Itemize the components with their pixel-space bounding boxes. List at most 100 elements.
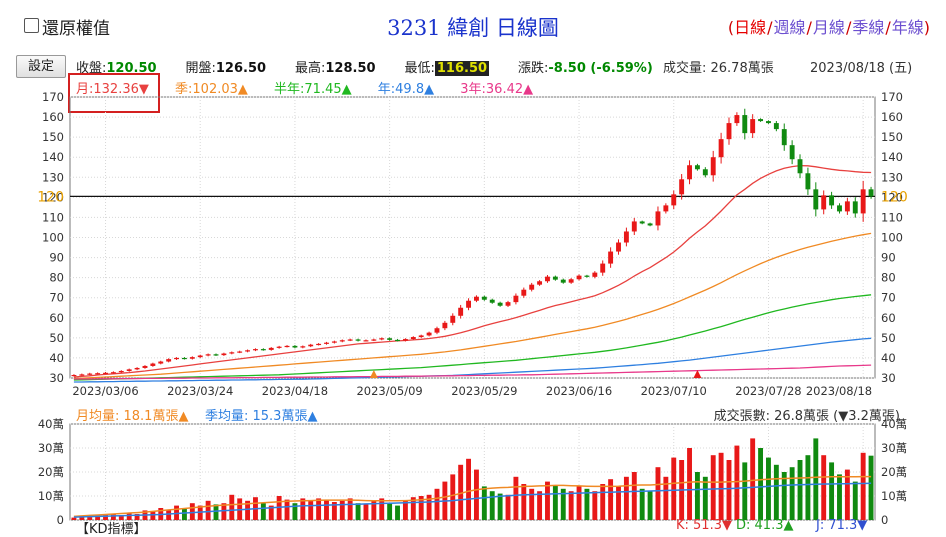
candle-body bbox=[481, 296, 487, 300]
candle-body bbox=[679, 179, 685, 195]
volume-bar bbox=[410, 497, 416, 520]
candle-body bbox=[363, 340, 369, 342]
volume-bar bbox=[829, 462, 835, 520]
change-value: -8.50 (-6.59%) bbox=[548, 61, 653, 76]
volume-bar bbox=[631, 472, 637, 520]
volume-bar bbox=[229, 494, 235, 520]
candle-body bbox=[742, 115, 748, 134]
candle-body bbox=[174, 357, 179, 360]
candle-body bbox=[434, 328, 440, 333]
candle-body bbox=[284, 345, 290, 348]
restore-rights-checkbox[interactable] bbox=[24, 18, 39, 33]
ma-legend-half-year: 半年:71.45▲ bbox=[274, 82, 352, 97]
candle-body bbox=[766, 121, 771, 124]
ma-line bbox=[73, 337, 872, 383]
candle-body bbox=[505, 302, 511, 306]
candle-body bbox=[663, 205, 669, 212]
settings-button[interactable]: 設定 bbox=[16, 55, 66, 78]
period-quarterly-link[interactable]: 季線 bbox=[852, 18, 885, 37]
candle-body bbox=[821, 195, 827, 210]
paren-close: ) bbox=[923, 18, 930, 37]
quarter-ma-marker-icon bbox=[369, 370, 378, 378]
volume-bar bbox=[150, 511, 156, 520]
price-tick-label-left: 170 bbox=[42, 90, 64, 104]
candle-body bbox=[702, 169, 708, 176]
candle-body bbox=[355, 339, 361, 341]
candle-body bbox=[402, 339, 408, 341]
volume-bar bbox=[245, 500, 251, 520]
volume-bar bbox=[608, 479, 614, 520]
volume-bar bbox=[339, 500, 345, 520]
period-monthly-link[interactable]: 月線 bbox=[812, 18, 845, 37]
volume-bar bbox=[750, 438, 756, 520]
candle-body bbox=[497, 302, 503, 306]
price-tick-label-right: 30 bbox=[881, 371, 896, 385]
price-tick-label-right: 60 bbox=[881, 311, 896, 325]
volume-bar bbox=[95, 515, 101, 520]
volume-bar bbox=[694, 472, 700, 520]
volume-ma-line bbox=[73, 482, 872, 518]
period-nav: (日線/週線/月線/季線/年線) bbox=[728, 14, 930, 38]
volume-bar bbox=[300, 498, 306, 520]
candle-body bbox=[568, 279, 574, 283]
period-separator: / bbox=[767, 18, 773, 37]
ma-legend-3year: 3年:36.42▲ bbox=[460, 82, 534, 97]
price-tick-label-left: 80 bbox=[49, 271, 64, 285]
volume-bar bbox=[766, 457, 771, 520]
candle-body bbox=[221, 353, 227, 356]
volume-bar bbox=[813, 438, 819, 520]
candle-body bbox=[260, 349, 266, 351]
period-yearly-link[interactable]: 年線 bbox=[891, 18, 924, 37]
x-tick-label: 2023/07/10 bbox=[641, 384, 707, 398]
top-bar: 還原權值 3231 緯創 日線圖 (日線/週線/月線/季線/年線) bbox=[0, 0, 946, 50]
high-label: 最高: bbox=[295, 61, 326, 76]
candle-body bbox=[189, 357, 195, 359]
change-label: 漲跌: bbox=[518, 61, 549, 76]
price-tick-label-left: 140 bbox=[42, 150, 64, 164]
volume-bar bbox=[647, 491, 653, 520]
volume-bar bbox=[379, 498, 385, 520]
candle-body bbox=[805, 173, 811, 190]
volume-tick-label-left: 30萬 bbox=[38, 441, 64, 455]
candle-body bbox=[552, 276, 558, 280]
candle-body bbox=[521, 289, 527, 296]
volume-bar bbox=[663, 476, 669, 520]
candle-body bbox=[813, 189, 819, 210]
low-value: 116.50 bbox=[434, 61, 490, 76]
candle-body bbox=[442, 322, 448, 329]
open-value: 126.50 bbox=[215, 61, 267, 76]
current-price-label-right: 120 bbox=[881, 189, 908, 205]
price-tick-label-left: 130 bbox=[42, 170, 64, 184]
volume-bar bbox=[387, 503, 393, 520]
candle-body bbox=[126, 369, 132, 371]
volume-bar bbox=[655, 467, 661, 520]
volume-bar bbox=[213, 504, 219, 520]
period-daily-link[interactable]: 日線 bbox=[734, 18, 767, 37]
volume-bar bbox=[205, 500, 211, 520]
price-tick-label-right: 80 bbox=[881, 271, 896, 285]
candle-body bbox=[584, 275, 590, 277]
candle-body bbox=[331, 341, 337, 343]
candle-body bbox=[623, 231, 629, 243]
period-weekly-link[interactable]: 週線 bbox=[773, 18, 806, 37]
volume-bar bbox=[797, 460, 803, 520]
period-separator: / bbox=[885, 18, 891, 37]
candle-body bbox=[726, 123, 732, 140]
period-separator: / bbox=[845, 18, 852, 37]
volume-tick-label-left: 40萬 bbox=[38, 417, 64, 431]
x-tick-label: 2023/03/24 bbox=[167, 384, 233, 398]
candle-body bbox=[87, 373, 93, 375]
volume-bar bbox=[166, 510, 172, 520]
candle-body bbox=[608, 251, 614, 264]
candle-body bbox=[797, 159, 803, 174]
price-tick-label-right: 90 bbox=[881, 251, 896, 265]
period-separator: / bbox=[806, 18, 812, 37]
x-tick-label: 2023/03/06 bbox=[72, 384, 138, 398]
candle-body bbox=[181, 357, 187, 360]
month-ma-marker-icon bbox=[693, 370, 702, 378]
candle-body bbox=[545, 276, 550, 282]
close-label: 收盤: bbox=[76, 61, 107, 76]
ma-line bbox=[73, 232, 872, 380]
volume-bar bbox=[260, 503, 266, 520]
high-value: 128.50 bbox=[325, 61, 376, 76]
